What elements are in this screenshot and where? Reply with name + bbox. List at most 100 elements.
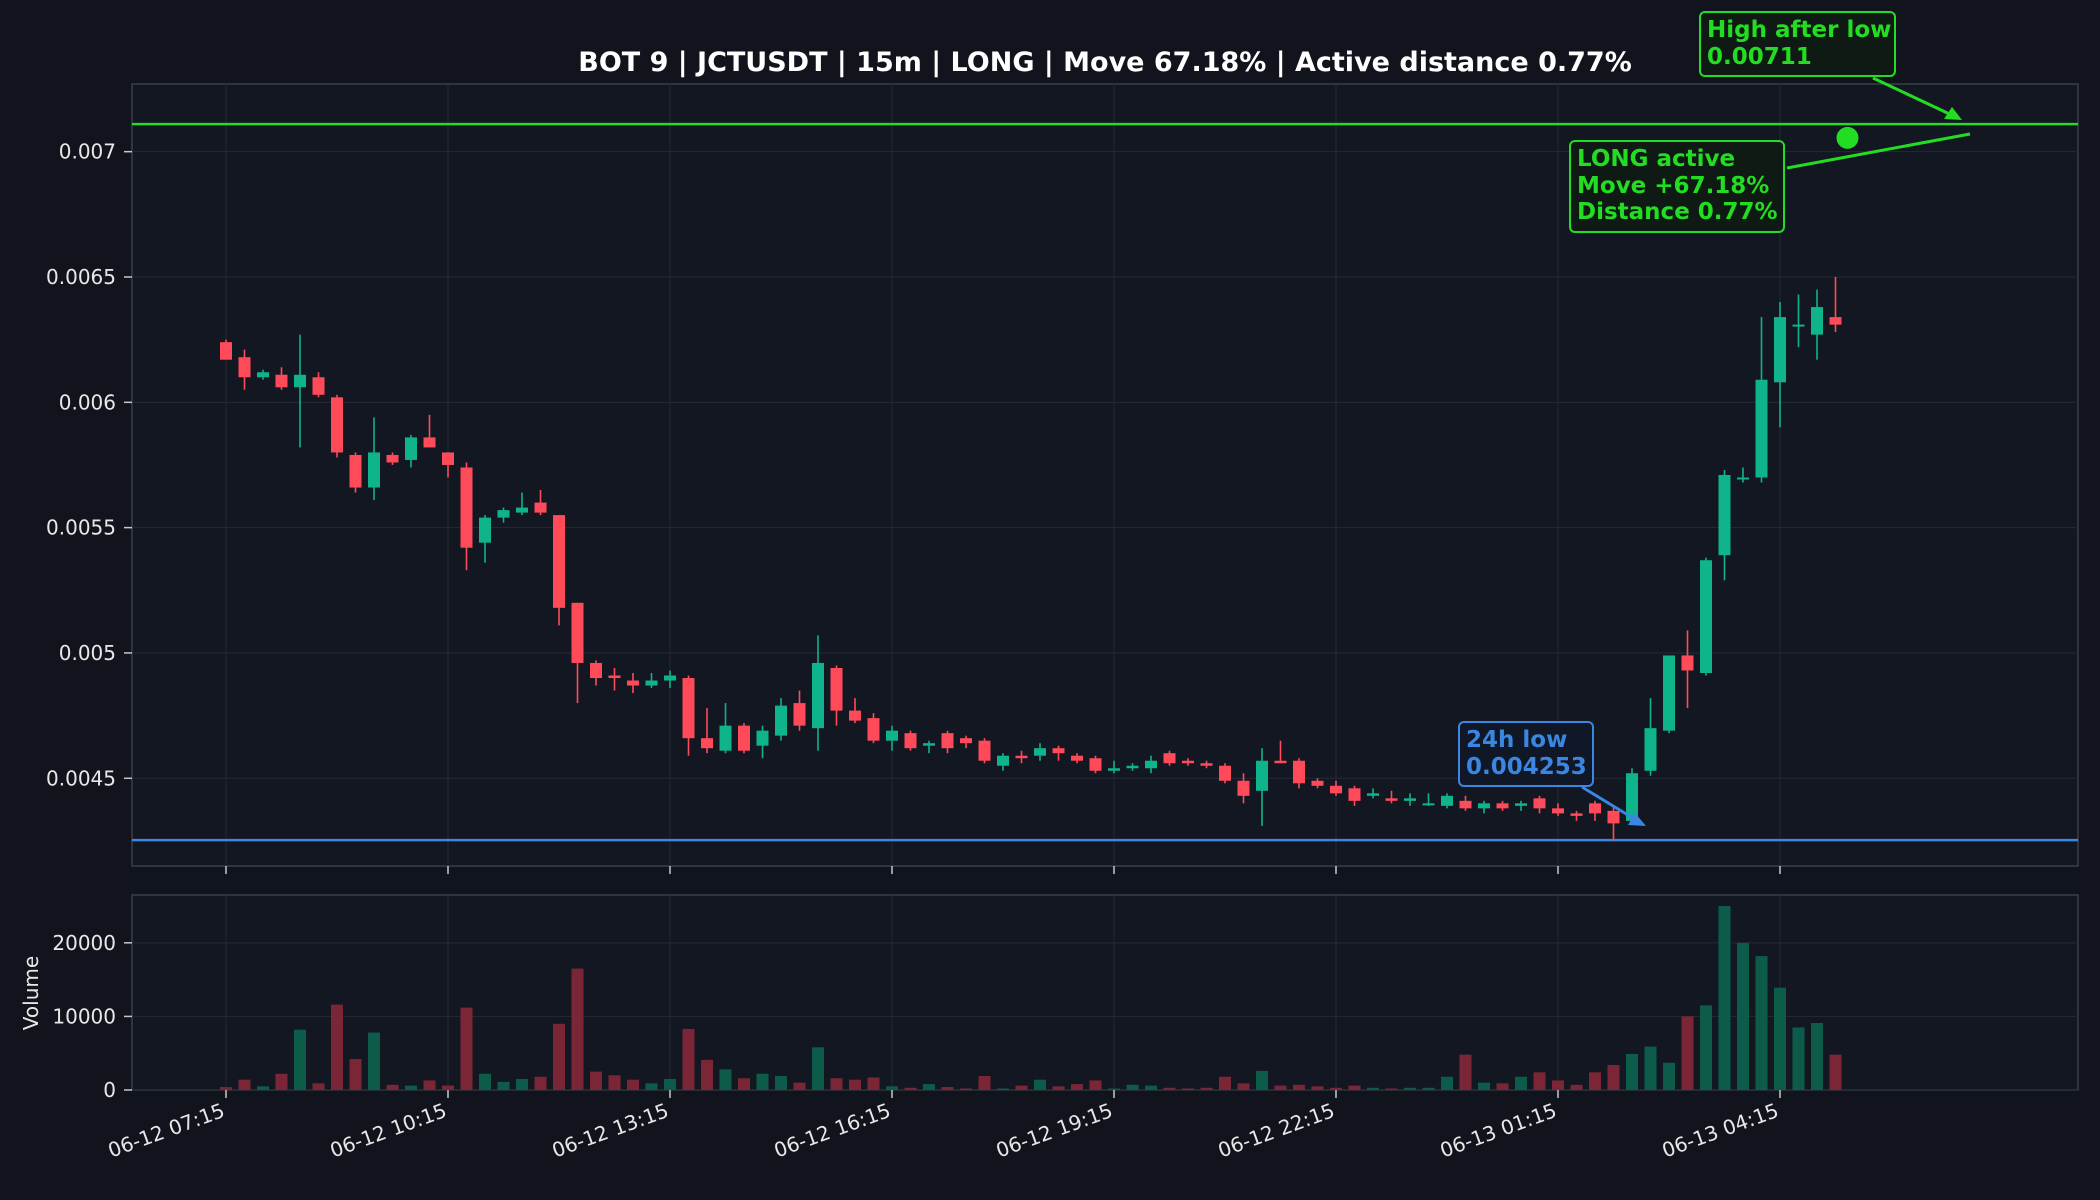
candle xyxy=(1644,698,1657,776)
candle xyxy=(1256,748,1268,826)
volume-bar xyxy=(1533,1072,1546,1090)
volume-bar xyxy=(645,1083,658,1090)
candle xyxy=(1515,800,1527,811)
candle xyxy=(701,708,713,754)
candle-body xyxy=(368,452,380,488)
candle xyxy=(1496,800,1509,811)
candle xyxy=(516,492,528,516)
candle xyxy=(349,452,362,493)
active-annotation-move: Move +67.18% xyxy=(1577,173,1769,199)
candle xyxy=(738,723,750,754)
candle-body xyxy=(1219,765,1231,781)
candle-body xyxy=(793,703,806,726)
candle-body xyxy=(960,738,972,744)
volume-bar xyxy=(1718,906,1731,1090)
active-annotation-box xyxy=(1569,140,1785,233)
active-annotation-label: LONG active xyxy=(1577,146,1735,172)
volume-bar xyxy=(1182,1088,1194,1090)
volume-bar xyxy=(1237,1083,1250,1090)
candle xyxy=(1441,793,1453,809)
candle xyxy=(590,660,602,686)
volume-bar xyxy=(1145,1085,1157,1090)
volume-bar xyxy=(941,1087,954,1090)
candle-body xyxy=(1311,780,1324,786)
candle xyxy=(460,462,473,571)
candle-body xyxy=(849,710,861,721)
volume-bar xyxy=(1015,1085,1028,1090)
active-annotation-arrow xyxy=(1786,132,1971,170)
candle-body xyxy=(1237,780,1250,796)
candle-body xyxy=(904,733,917,749)
candle-body xyxy=(1108,768,1120,771)
candle-body xyxy=(1052,748,1065,754)
candle-body xyxy=(1718,475,1731,556)
candle-body xyxy=(1441,795,1453,806)
candle xyxy=(960,735,972,749)
candle-body xyxy=(1348,788,1361,801)
candle-body xyxy=(682,678,695,739)
candle xyxy=(1422,793,1435,806)
candle-body xyxy=(997,755,1009,766)
candle xyxy=(867,713,880,744)
candle-body xyxy=(1570,813,1583,816)
volume-bars xyxy=(220,906,1842,1090)
candle-body xyxy=(1478,803,1490,809)
candle-body xyxy=(534,502,547,513)
candle-body xyxy=(1385,798,1398,801)
price-tick-label: 0.0045 xyxy=(46,766,116,790)
candle xyxy=(627,673,639,694)
candle xyxy=(1552,803,1564,816)
candle-body xyxy=(497,510,510,518)
time-tick-label: 06-12 13:15 xyxy=(549,1098,672,1162)
candle-body xyxy=(1681,655,1694,671)
price-tick-label: 0.005 xyxy=(59,641,116,665)
candle xyxy=(386,452,399,465)
annotations: High after low 0.00711 24h low 0.004253 … xyxy=(1458,11,1971,826)
candle-body xyxy=(1792,324,1805,327)
time-tick-label: 06-12 22:15 xyxy=(1215,1098,1338,1162)
candle-body xyxy=(405,437,417,460)
candle-body xyxy=(701,738,713,749)
candle xyxy=(1589,800,1601,821)
candle-body xyxy=(1533,798,1546,809)
candle xyxy=(479,515,491,563)
chart-title: BOT 9 | JCTUSDT | 15m | LONG | Move 67.1… xyxy=(578,47,1632,78)
candle xyxy=(1219,763,1231,784)
candle-body xyxy=(1404,798,1416,801)
candle xyxy=(997,753,1009,771)
candle xyxy=(1200,760,1213,769)
candle-body xyxy=(571,602,584,663)
volume-bar xyxy=(682,1028,695,1090)
candle xyxy=(1071,753,1083,764)
volume-bar xyxy=(978,1076,991,1090)
volume-bar xyxy=(1589,1072,1601,1090)
candle xyxy=(978,738,991,764)
candle-body xyxy=(1774,317,1786,383)
candle xyxy=(1404,793,1416,806)
volume-bar xyxy=(997,1088,1009,1090)
candle xyxy=(220,339,232,360)
volume-bar xyxy=(460,1007,473,1090)
volume-tick-label: 0 xyxy=(103,1078,116,1102)
candle xyxy=(608,667,621,691)
volume-bar xyxy=(442,1085,454,1090)
time-tick-label: 06-13 01:15 xyxy=(1437,1098,1560,1162)
candle xyxy=(904,730,917,751)
low-annotation-value: 0.004253 xyxy=(1466,754,1587,780)
candle xyxy=(664,670,676,689)
candle xyxy=(442,452,454,478)
candle-body xyxy=(590,662,602,679)
high-annotation-box xyxy=(1699,11,1896,77)
volume-bar xyxy=(960,1088,972,1090)
candle-body xyxy=(719,725,732,751)
candle xyxy=(719,703,732,754)
volume-bar xyxy=(220,1087,232,1090)
candle xyxy=(1385,790,1398,804)
candle-body xyxy=(1515,803,1527,806)
volume-bar xyxy=(1607,1064,1620,1090)
candle-body xyxy=(1330,785,1342,794)
candle-body xyxy=(738,725,750,751)
candle-body xyxy=(553,515,565,608)
candle-body xyxy=(1459,800,1472,809)
volume-bar xyxy=(608,1075,621,1090)
